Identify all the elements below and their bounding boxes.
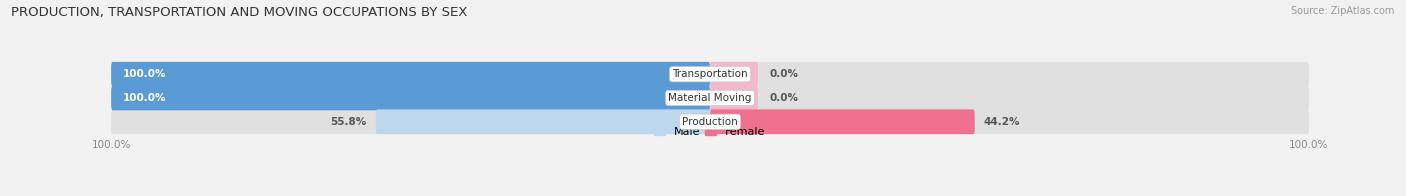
FancyBboxPatch shape: [111, 86, 710, 110]
FancyBboxPatch shape: [375, 109, 710, 134]
Text: 100.0%: 100.0%: [124, 93, 167, 103]
FancyBboxPatch shape: [111, 109, 1309, 134]
Text: Production: Production: [682, 117, 738, 127]
Text: PRODUCTION, TRANSPORTATION AND MOVING OCCUPATIONS BY SEX: PRODUCTION, TRANSPORTATION AND MOVING OC…: [11, 6, 468, 19]
Legend: Male, Female: Male, Female: [650, 122, 770, 141]
FancyBboxPatch shape: [111, 62, 710, 87]
Text: 100.0%: 100.0%: [124, 69, 167, 79]
Text: Transportation: Transportation: [672, 69, 748, 79]
Text: 0.0%: 0.0%: [770, 69, 799, 79]
FancyBboxPatch shape: [710, 109, 974, 134]
Text: 0.0%: 0.0%: [770, 93, 799, 103]
FancyBboxPatch shape: [710, 62, 758, 87]
Text: 44.2%: 44.2%: [984, 117, 1021, 127]
Text: 55.8%: 55.8%: [330, 117, 367, 127]
FancyBboxPatch shape: [710, 86, 758, 110]
FancyBboxPatch shape: [111, 62, 1309, 87]
Text: Source: ZipAtlas.com: Source: ZipAtlas.com: [1291, 6, 1395, 16]
FancyBboxPatch shape: [111, 86, 1309, 110]
Text: Material Moving: Material Moving: [668, 93, 752, 103]
